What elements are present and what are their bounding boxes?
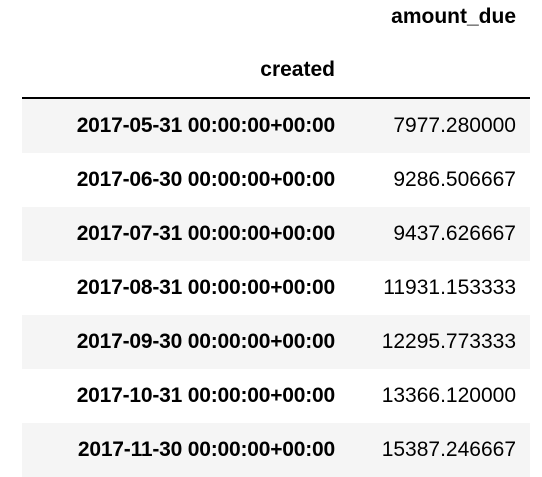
amount-due-cell: 7977.280000: [393, 114, 516, 137]
table-row: 2017-05-31 00:00:00+00:00 7977.280000: [22, 99, 530, 153]
amount-due-cell: 9286.506667: [393, 168, 516, 191]
row-index: 2017-08-31 00:00:00+00:00: [76, 276, 335, 299]
table-row: 2017-10-31 00:00:00+00:00 13366.120000: [22, 369, 530, 423]
row-index: 2017-11-30 00:00:00+00:00: [77, 438, 335, 461]
column-header-amount-due: amount_due: [391, 5, 516, 28]
amount-due-cell: 12295.773333: [381, 330, 516, 353]
header-divider: [22, 97, 530, 99]
row-index: 2017-06-30 00:00:00+00:00: [76, 168, 335, 191]
amount-due-cell: 15387.246667: [381, 438, 516, 461]
table-row: 2017-09-30 00:00:00+00:00 12295.773333: [22, 315, 530, 369]
amount-due-cell: 11931.153333: [383, 276, 516, 299]
amount-due-cell: 13366.120000: [381, 384, 516, 407]
row-index: 2017-05-31 00:00:00+00:00: [76, 114, 335, 137]
table-row: 2017-11-30 00:00:00+00:00 15387.246667: [22, 423, 530, 477]
row-index: 2017-09-30 00:00:00+00:00: [76, 330, 335, 353]
table-row: 2017-06-30 00:00:00+00:00 9286.506667: [22, 153, 530, 207]
row-index: 2017-10-31 00:00:00+00:00: [76, 384, 335, 407]
table-row: 2017-07-31 00:00:00+00:00 9437.626667: [22, 207, 530, 261]
table-body: 2017-05-31 00:00:00+00:00 7977.280000 20…: [22, 99, 530, 477]
row-index: 2017-07-31 00:00:00+00:00: [76, 222, 335, 245]
table-row: 2017-08-31 00:00:00+00:00 11931.153333: [22, 261, 530, 315]
index-name-created: created: [260, 58, 335, 81]
amount-due-cell: 9437.626667: [393, 222, 516, 245]
